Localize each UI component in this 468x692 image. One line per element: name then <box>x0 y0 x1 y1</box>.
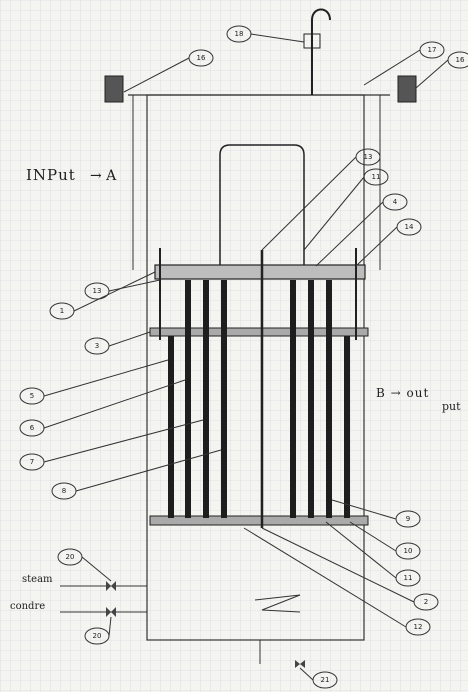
output-label: B → out <box>376 386 430 400</box>
lid-clamp-left <box>104 75 124 103</box>
callout-number: 21 <box>321 676 330 684</box>
electrode <box>203 280 209 518</box>
callout-number: 13 <box>93 287 102 295</box>
support-ring <box>149 327 369 337</box>
callout-number: 13 <box>364 153 373 161</box>
callout-circles <box>19 25 468 689</box>
callout-number: 11 <box>372 173 381 181</box>
condensate-label: condre <box>10 601 46 612</box>
electrode <box>290 280 296 518</box>
steam-valve-icon <box>106 581 116 591</box>
electrode <box>326 280 332 518</box>
callout-number: 20 <box>93 632 102 640</box>
callout-number: 2 <box>424 598 428 606</box>
callout-number: 20 <box>66 553 75 561</box>
callout-number: 1 <box>60 307 64 315</box>
callout-number: 6 <box>30 424 35 432</box>
electrode <box>185 280 191 518</box>
callout-number: 9 <box>406 515 410 523</box>
bottom-plate <box>149 515 369 526</box>
top-plate <box>154 264 366 280</box>
callout-number: 11 <box>404 574 413 582</box>
cage-handle <box>219 144 305 265</box>
electrode <box>168 336 174 518</box>
hook-coupling <box>303 33 321 49</box>
callout-number: 8 <box>62 487 66 495</box>
callout-number: 18 <box>235 30 244 38</box>
lifting-hook <box>311 8 331 95</box>
callout-numbers: 18 16 17 16 13 11 4 14 1 13 3 5 6 7 8 9 … <box>30 30 465 684</box>
callout-number: 14 <box>405 223 414 231</box>
callout-number: 3 <box>95 342 99 350</box>
output-label-line2: put <box>442 400 461 413</box>
callout-number: 10 <box>404 547 413 555</box>
callout-number: 16 <box>197 54 206 62</box>
callout-number: 12 <box>414 623 423 631</box>
electrode <box>308 280 314 518</box>
drain-valve-icon <box>295 660 305 668</box>
callout-number: 4 <box>393 198 398 206</box>
callout-number: 16 <box>456 56 465 64</box>
lid-clamp-right <box>397 75 417 103</box>
electrode <box>344 336 350 518</box>
electrode-array <box>168 280 350 518</box>
input-arrow-label: → A <box>90 168 117 184</box>
callout-number: 17 <box>428 46 437 54</box>
steam-label: steam <box>22 574 53 585</box>
zigzag-mark <box>254 594 301 613</box>
electrode <box>221 280 227 518</box>
callout-number: 7 <box>30 458 34 466</box>
input-label: INPut <box>26 166 76 184</box>
callout-number: 5 <box>30 392 34 400</box>
condensate-valve-icon <box>106 607 116 617</box>
